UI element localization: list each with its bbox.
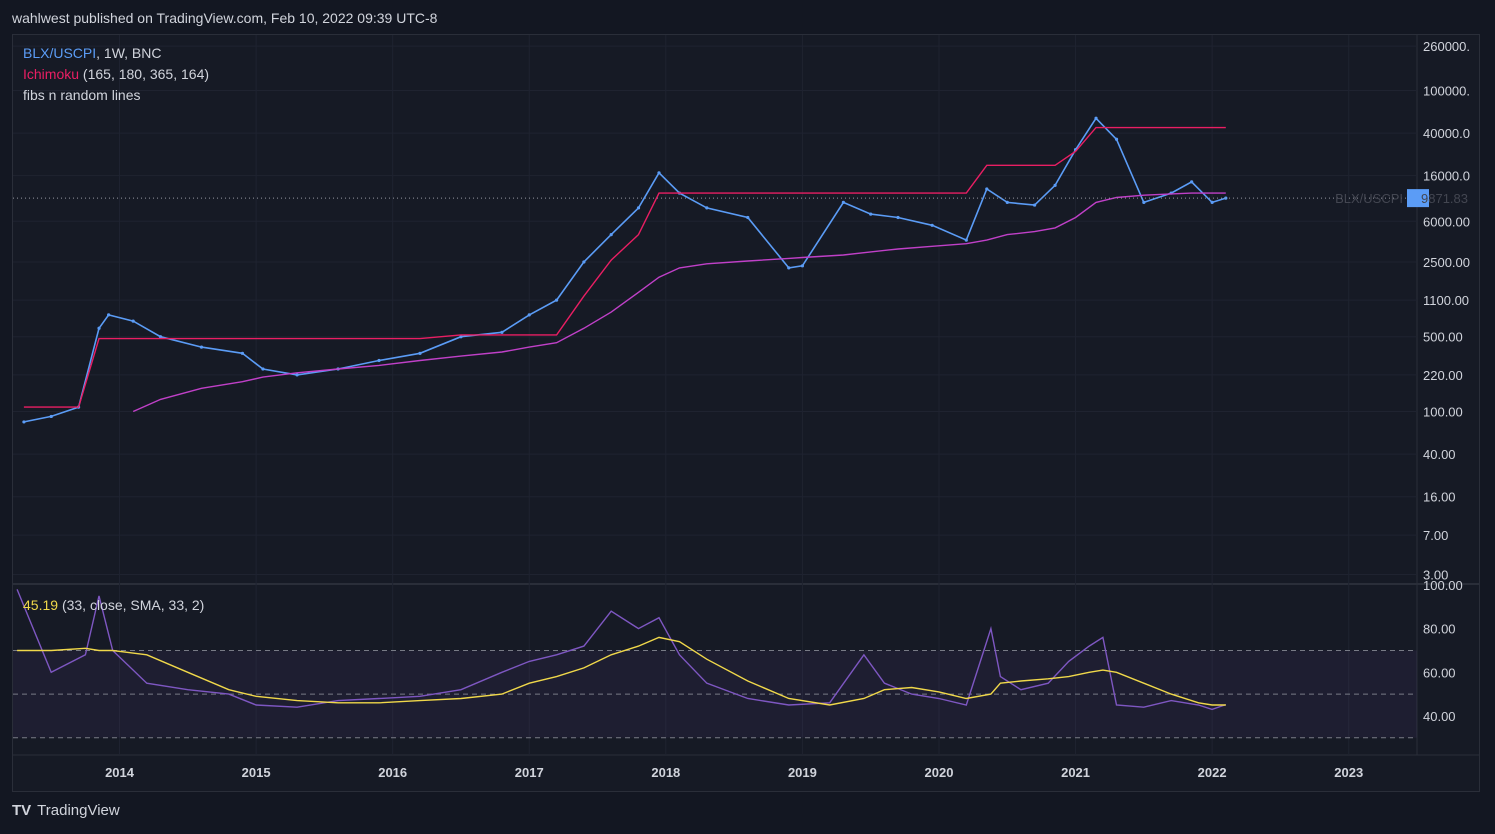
price-point xyxy=(500,330,504,334)
price-point xyxy=(131,319,135,323)
chart-area[interactable]: BLX/USCPI 9871.83 260000. 100000. 40000.0 16… xyxy=(12,34,1480,792)
price-point xyxy=(527,313,531,317)
price-point xyxy=(787,266,791,270)
rsi-value: 45.19 xyxy=(23,597,59,613)
price-point xyxy=(896,215,900,220)
time-tick-label: 2022 xyxy=(1198,765,1227,780)
price-point xyxy=(1114,137,1119,141)
price-point xyxy=(705,206,709,210)
price-point xyxy=(199,345,204,349)
price-tick-label: 6000.00 xyxy=(1423,214,1470,229)
price-point xyxy=(636,206,641,210)
price-tick-label: 7.00 xyxy=(1423,528,1448,543)
time-tick-label: 2017 xyxy=(515,765,544,780)
rsi-legend[interactable]: 45.19 (33, close, SMA, 33, 2) xyxy=(23,597,204,613)
brand-name: TradingView xyxy=(37,802,120,819)
price-point xyxy=(1032,203,1037,207)
price-point xyxy=(800,264,805,268)
price-tick-label: 1100.00 xyxy=(1423,293,1469,308)
price-tick-label: 100000. xyxy=(1423,83,1470,98)
rsi-tick-label: 40.00 xyxy=(1423,709,1456,724)
ichimoku-params: (165, 180, 365, 164) xyxy=(82,66,210,82)
fibs-legend[interactable]: fibs n random lines xyxy=(23,87,141,103)
price-point xyxy=(158,335,163,339)
price-tick-label: 100.00 xyxy=(1423,405,1463,420)
price-tick-label: 40.00 xyxy=(1423,447,1456,462)
footer: TV TradingView xyxy=(12,802,120,819)
price-tick-label: 260000. xyxy=(1423,39,1470,54)
price-tick-label: 16000.0 xyxy=(1423,169,1470,184)
price-tag-box xyxy=(1407,189,1429,208)
symbol-name[interactable]: BLX/USCPI xyxy=(23,45,97,61)
time-tick-label: 2021 xyxy=(1061,765,1090,780)
time-tick-label: 2020 xyxy=(925,765,954,780)
price-point xyxy=(964,238,968,242)
time-tick-label: 2019 xyxy=(788,765,817,780)
long-ma-line xyxy=(132,192,1226,413)
price-point xyxy=(1210,200,1214,205)
price-point xyxy=(1142,200,1146,205)
price-point xyxy=(609,233,613,237)
rsi-tick-label: 100.00 xyxy=(1423,578,1463,593)
price-tick-label: 500.00 xyxy=(1423,330,1463,345)
price-tick-label: 2500.00 xyxy=(1423,255,1470,270)
price-point xyxy=(459,335,463,339)
publisher-header: wahlwest published on TradingView.com, F… xyxy=(12,10,438,26)
price-point xyxy=(377,358,381,363)
symbol-legend[interactable]: BLX/USCPI, 1W, BNC xyxy=(23,45,162,61)
price-point xyxy=(582,260,586,264)
time-axis: 2014 2015 2016 2017 2018 2019 2020 2021 2022 2023 xyxy=(105,765,1363,780)
price-axis: 260000. 100000. 40000.0 16000.0 6000.00 2500.… xyxy=(1423,39,1470,724)
rsi-line xyxy=(16,589,1227,711)
rsi-ma-line xyxy=(17,636,1226,706)
price-point xyxy=(22,420,26,424)
ichimoku-baseline xyxy=(23,126,1226,408)
price-line xyxy=(23,117,1227,423)
rsi-tick-label: 80.00 xyxy=(1423,622,1456,637)
price-point xyxy=(746,215,750,220)
price-tick-label: 220.00 xyxy=(1423,368,1463,383)
rsi-params: (33, close, SMA, 33, 2) xyxy=(61,597,205,613)
grid xyxy=(13,35,1479,756)
price-point xyxy=(657,171,661,175)
price-point xyxy=(418,351,422,355)
time-tick-label: 2016 xyxy=(378,765,407,780)
time-tick-label: 2018 xyxy=(651,765,680,780)
time-tick-label: 2023 xyxy=(1334,765,1363,780)
price-point xyxy=(869,212,873,216)
ichimoku-legend[interactable]: Ichimoku (165, 180, 365, 164) xyxy=(23,66,209,82)
price-point xyxy=(841,200,845,205)
price-point xyxy=(1094,116,1098,120)
price-point xyxy=(1190,180,1194,184)
symbol-interval: , 1W, BNC xyxy=(96,45,162,61)
price-point xyxy=(1053,183,1057,187)
price-point xyxy=(1005,200,1009,205)
rsi-tick-label: 60.00 xyxy=(1423,665,1456,680)
price-tag-value: 9871.83 xyxy=(1421,191,1468,206)
price-tag-label: BLX/USCPI xyxy=(1335,191,1403,206)
price-point xyxy=(107,313,111,317)
price-tick-label: 3.00 xyxy=(1423,568,1448,583)
price-tick-label: 40000.0 xyxy=(1423,126,1470,141)
chart-canvas[interactable]: BLX/USCPI 9871.83 260000. 100000. 40000.0 16… xyxy=(13,35,1479,791)
price-point xyxy=(261,367,265,371)
ichimoku-name[interactable]: Ichimoku xyxy=(23,66,80,82)
price-point xyxy=(985,187,989,191)
tradingview-logo-icon: TV xyxy=(12,802,32,819)
price-series: BLX/USCPI 9871.83 xyxy=(13,116,1468,711)
price-point xyxy=(97,326,101,330)
price-tick-label: 16.00 xyxy=(1423,490,1456,505)
price-point xyxy=(49,414,53,419)
price-point xyxy=(930,223,934,227)
time-tick-label: 2015 xyxy=(242,765,271,780)
price-point xyxy=(554,298,559,302)
time-tick-label: 2014 xyxy=(105,765,135,780)
price-point xyxy=(295,373,299,377)
price-point xyxy=(240,351,245,355)
